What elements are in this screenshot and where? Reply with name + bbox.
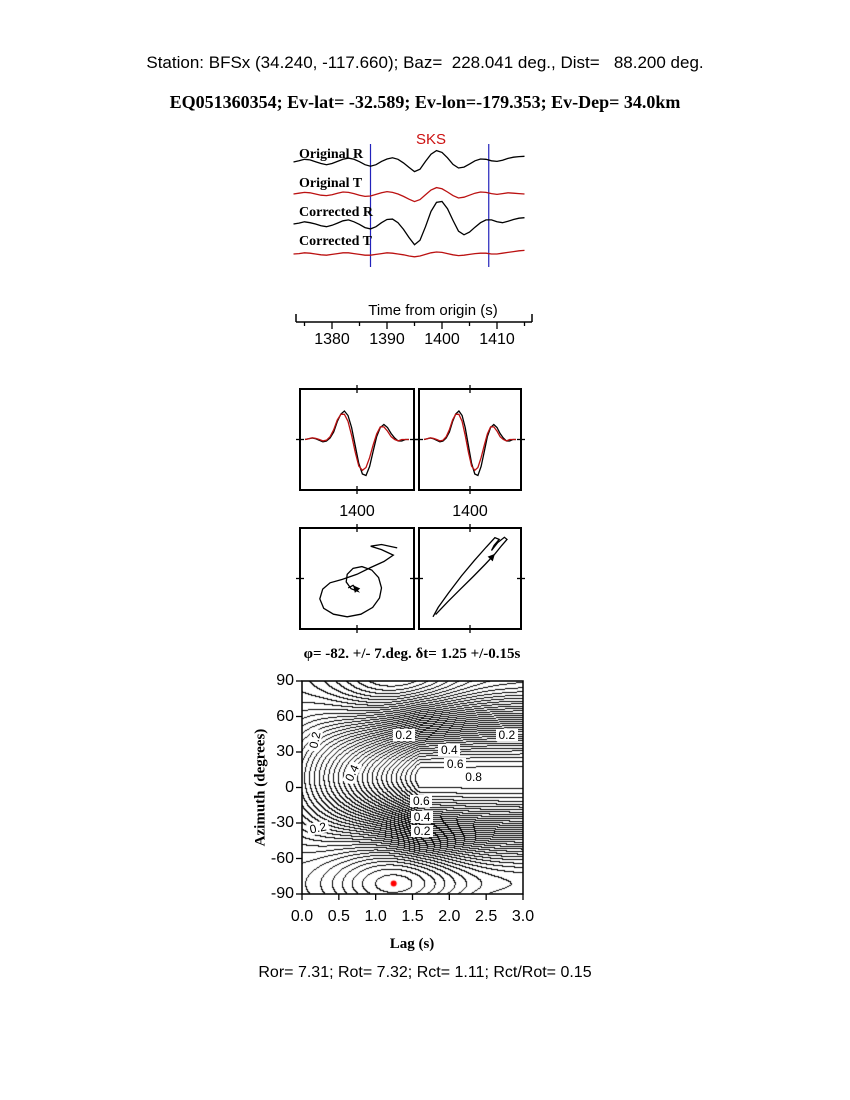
- contour-y-tick-label: -60: [270, 849, 294, 867]
- compare-trace-slow: [304, 413, 409, 472]
- contour-value-label: 0.2: [392, 729, 415, 742]
- time-tick-label: 1410: [479, 331, 515, 348]
- contour-x-tick-label: 2.0: [438, 908, 461, 925]
- particle-motion-box: [299, 527, 415, 630]
- contour-value-label: 0.4: [411, 811, 434, 824]
- contour-frame: [301, 680, 524, 895]
- contour-y-tick-label: 90: [276, 672, 294, 689]
- time-tick-label: 1380: [314, 331, 350, 348]
- contour-x-tick-label: 1.5: [401, 908, 424, 925]
- contour-value-label: 0.6: [410, 794, 433, 807]
- contour-x-tick-label: 3.0: [511, 908, 535, 925]
- trace-corrected-t: [293, 249, 525, 258]
- trace-original-t: [293, 186, 525, 203]
- contour-y-tick-label: -30: [270, 814, 294, 831]
- trace-original-r: [293, 149, 525, 173]
- particle-motion-arrowhead: [487, 553, 495, 562]
- station-title: Station: BFSx (34.240, -117.660); Baz= 2…: [146, 53, 704, 72]
- event-title: EQ051360354; Ev-lat= -32.589; Ev-lon=-17…: [169, 92, 681, 112]
- contour-x-tick-label: 2.5: [475, 908, 498, 925]
- contour-x-tick-label: 0.0: [290, 908, 314, 925]
- trace-corrected-r: [293, 200, 525, 246]
- contour-y-tick-label: 0: [285, 778, 294, 796]
- particle-motion-path-corrected: [432, 536, 508, 618]
- contour-value-label: 0.4: [438, 743, 461, 756]
- contour-x-tick-label: 0.5: [327, 908, 350, 925]
- trace-label-original-r: Original R: [299, 147, 364, 162]
- trace-label-original-t: Original T: [299, 176, 363, 191]
- stats-line: Ror= 7.31; Rot= 7.32; Rct= 1.11; Rct/Rot…: [258, 964, 592, 981]
- particle-motion-path-original: [319, 543, 398, 618]
- compare-trace-fast: [423, 410, 516, 477]
- phase-label: SKS: [415, 131, 446, 148]
- trace-label-corrected-t: Corrected T: [299, 234, 372, 249]
- contour-value-label: 0.2: [411, 825, 434, 838]
- compare-tick-label: 1400: [339, 503, 375, 520]
- contour-value-label: 0.8: [462, 770, 485, 783]
- contour-value-label: 0.6: [444, 757, 467, 770]
- trace-label-corrected-r: Corrected R: [299, 205, 373, 220]
- contour-y-tick-label: -90: [270, 885, 294, 902]
- particle-motion-arrowhead: [353, 585, 361, 593]
- contour-value-label: 0.2: [495, 729, 518, 742]
- contour-y-tick-label: 60: [276, 707, 294, 725]
- compare-trace-fast: [304, 410, 409, 477]
- contour-x-tick-label: 1.0: [364, 908, 387, 925]
- misfit-contour-canvas: [302, 681, 523, 894]
- time-tick-label: 1390: [369, 331, 405, 348]
- contour-title: φ= -82. +/- 7.deg. δt= 1.25 +/-0.15s: [303, 646, 521, 662]
- compare-tick-label: 1400: [452, 503, 488, 520]
- time-axis-label: Time from origin (s): [368, 302, 498, 319]
- contour-x-axis-label: Lag (s): [389, 936, 435, 952]
- contour-y-tick-label: 30: [276, 743, 294, 760]
- compare-trace-slow: [423, 413, 516, 472]
- time-tick-label: 1400: [424, 331, 460, 348]
